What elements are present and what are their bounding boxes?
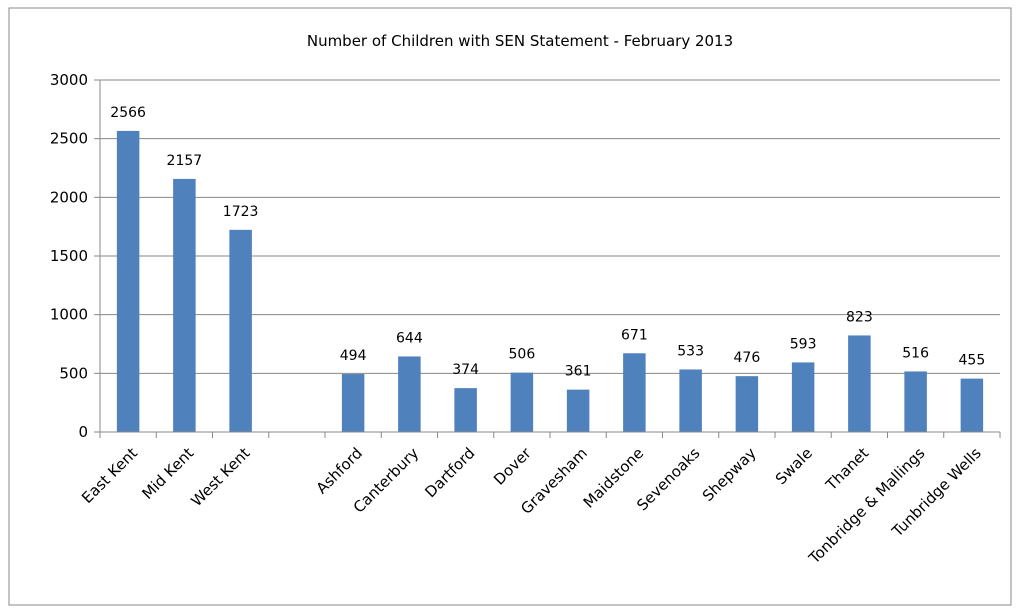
y-tick-label: 0 xyxy=(78,423,88,441)
bar xyxy=(566,389,590,432)
data-labels: 2566 2157 1723 494 644 374 506 361 671 533 476 593 8… xyxy=(110,105,985,380)
bar xyxy=(904,371,927,432)
bar xyxy=(510,372,534,432)
data-label: 361 xyxy=(565,364,592,380)
data-label: 644 xyxy=(396,330,423,346)
data-label: 494 xyxy=(340,348,367,364)
bar xyxy=(623,353,646,432)
bar xyxy=(398,356,421,432)
chart-title: Number of Children with SEN Statement - … xyxy=(307,32,733,50)
bar xyxy=(960,378,984,432)
bar xyxy=(116,130,140,432)
data-label: 2566 xyxy=(110,105,146,121)
bars xyxy=(116,130,984,432)
y-tick-label: 500 xyxy=(59,364,88,382)
bar xyxy=(791,362,815,432)
data-label: 671 xyxy=(621,327,648,343)
data-label: 476 xyxy=(734,350,761,366)
y-tick-label: 1500 xyxy=(50,247,88,265)
bar xyxy=(229,229,252,432)
bar xyxy=(735,376,759,432)
data-label: 506 xyxy=(509,347,536,363)
y-tick-label: 3000 xyxy=(50,71,88,89)
data-label: 374 xyxy=(452,362,479,378)
data-label: 516 xyxy=(902,345,929,361)
data-label: 593 xyxy=(790,336,817,352)
bar xyxy=(679,369,702,432)
data-label: 455 xyxy=(959,353,986,369)
data-label: 533 xyxy=(677,343,704,359)
data-label: 823 xyxy=(846,309,873,325)
y-tick-label: 2000 xyxy=(50,188,88,206)
bar xyxy=(848,335,871,432)
bar xyxy=(341,374,365,432)
data-label: 2157 xyxy=(167,153,203,169)
y-tick-label: 2500 xyxy=(50,130,88,148)
y-axis-ticks: 0 500 1000 1500 2000 2500 3000 xyxy=(50,71,100,441)
bar xyxy=(173,178,196,432)
bar xyxy=(454,388,477,432)
data-label: 1723 xyxy=(223,204,259,220)
y-tick-label: 1000 xyxy=(50,306,88,324)
